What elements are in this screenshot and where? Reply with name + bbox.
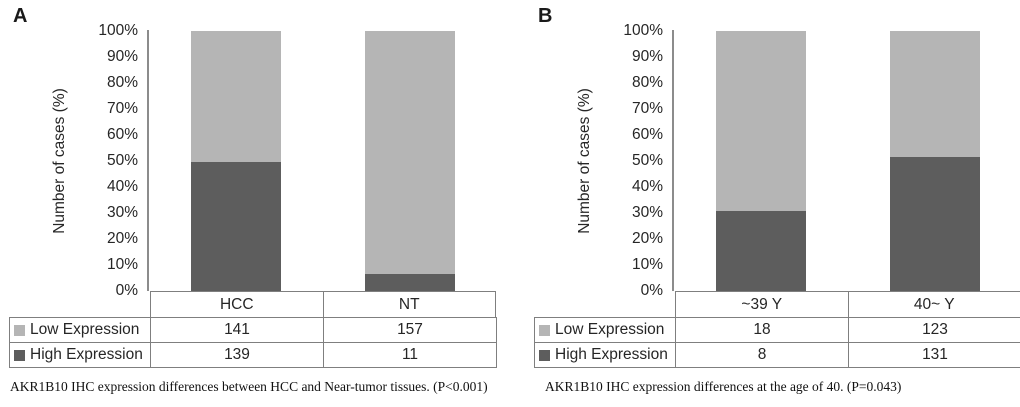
legend-item-low-expression: Low Expression	[535, 318, 675, 342]
bar-segment-low-expression	[716, 31, 806, 211]
y-tick-label: 20%	[631, 230, 663, 247]
table-cell: 157	[324, 318, 496, 342]
y-tick-label: 40%	[631, 178, 663, 195]
plot-area	[150, 31, 496, 291]
y-tick-label: 100%	[623, 22, 663, 39]
legend-label: High Expression	[555, 346, 668, 363]
bar-segment-low-expression	[191, 31, 281, 162]
y-tick-label: 70%	[631, 100, 663, 117]
y-tick-label: 40%	[106, 178, 138, 195]
y-tick-label: 70%	[106, 100, 138, 117]
data-table: Low Expression 141 157 High Expression 1…	[9, 317, 497, 368]
y-axis-line	[672, 30, 674, 291]
bar-segment-high-expression	[716, 211, 806, 291]
y-tick-label: 30%	[631, 204, 663, 221]
stacked-bar-under-39	[716, 31, 806, 291]
y-tick-label: 0%	[640, 282, 663, 299]
panel-b: B Number of cases (%) 100% 90% 80% 70% 60% 50…	[510, 0, 1020, 407]
plot-area	[675, 31, 1020, 291]
panel-a: A Number of cases (%) 100% 90% 80% 70% 60% 50…	[9, 5, 497, 394]
y-tick-label: 60%	[631, 126, 663, 143]
low-expression-swatch-icon	[14, 324, 25, 336]
y-axis-ticks: 100% 90% 80% 70% 60% 50% 40% 30% 20% 10% 0%	[58, 22, 138, 300]
panel-label-b: B	[538, 5, 553, 27]
bar-segment-low-expression	[365, 31, 455, 274]
category-header-row: ~39 Y 40~ Y	[675, 291, 1020, 317]
table-cell: 141	[151, 318, 323, 342]
y-tick-label: 100%	[98, 22, 138, 39]
legend-item-high-expression: High Expression	[535, 343, 675, 367]
y-tick-label: 90%	[631, 48, 663, 65]
data-table: Low Expression 18 123 High Expression 8 …	[534, 317, 1020, 368]
legend-item-high-expression: High Expression	[10, 343, 150, 367]
y-tick-label: 50%	[631, 152, 663, 169]
category-label: HCC	[151, 292, 324, 317]
category-label: NT	[398, 295, 420, 313]
bar-segment-high-expression	[191, 161, 281, 291]
y-tick-label: 10%	[631, 256, 663, 273]
stacked-bar-nt	[365, 31, 455, 291]
figure-caption-a: AKR1B10 IHC expression differences betwe…	[10, 379, 488, 394]
y-tick-label: 80%	[106, 74, 138, 91]
y-tick-label: 80%	[631, 74, 663, 91]
y-tick-label: 20%	[106, 230, 138, 247]
panel-label-a: A	[13, 5, 28, 27]
table-cell: 131	[849, 343, 1020, 367]
y-tick-label: 30%	[106, 204, 138, 221]
bar-segment-low-expression	[890, 31, 980, 157]
y-tick-label: 90%	[106, 48, 138, 65]
category-header-row: HCC NT	[150, 291, 496, 317]
table-cell: 18	[676, 318, 848, 342]
bar-segment-high-expression	[365, 273, 455, 291]
legend-label: Low Expression	[30, 321, 140, 338]
low-expression-swatch-icon	[539, 324, 550, 336]
y-axis-ticks: 100% 90% 80% 70% 60% 50% 40% 30% 20% 10% 0%	[583, 22, 663, 300]
y-tick-label: 50%	[106, 152, 138, 169]
y-tick-label: 60%	[106, 126, 138, 143]
y-tick-label: 0%	[115, 282, 138, 299]
figure-caption-b: AKR1B10 IHC expression differences at th…	[545, 379, 902, 394]
legend-item-low-expression: Low Expression	[10, 318, 150, 342]
bar-segment-high-expression	[890, 156, 980, 291]
table-cell: 139	[151, 343, 323, 367]
stacked-bar-40-and-over	[890, 31, 980, 291]
legend-label: Low Expression	[555, 321, 665, 338]
high-expression-swatch-icon	[539, 349, 550, 361]
table-cell: 123	[849, 318, 1020, 342]
stacked-bar-hcc	[191, 31, 281, 291]
y-axis-line	[147, 30, 149, 291]
panel-b-content: B Number of cases (%) 100% 90% 80% 70% 60% 50…	[525, 0, 1020, 407]
y-tick-label: 10%	[106, 256, 138, 273]
high-expression-swatch-icon	[14, 349, 25, 361]
table-cell: 8	[676, 343, 848, 367]
category-label: ~39 Y	[676, 292, 849, 317]
panel-a-content: A Number of cases (%) 100% 90% 80% 70% 60% 50…	[9, 5, 497, 394]
legend-label: High Expression	[30, 346, 143, 363]
category-label: 40~ Y	[913, 295, 955, 313]
table-cell: 11	[324, 343, 496, 367]
